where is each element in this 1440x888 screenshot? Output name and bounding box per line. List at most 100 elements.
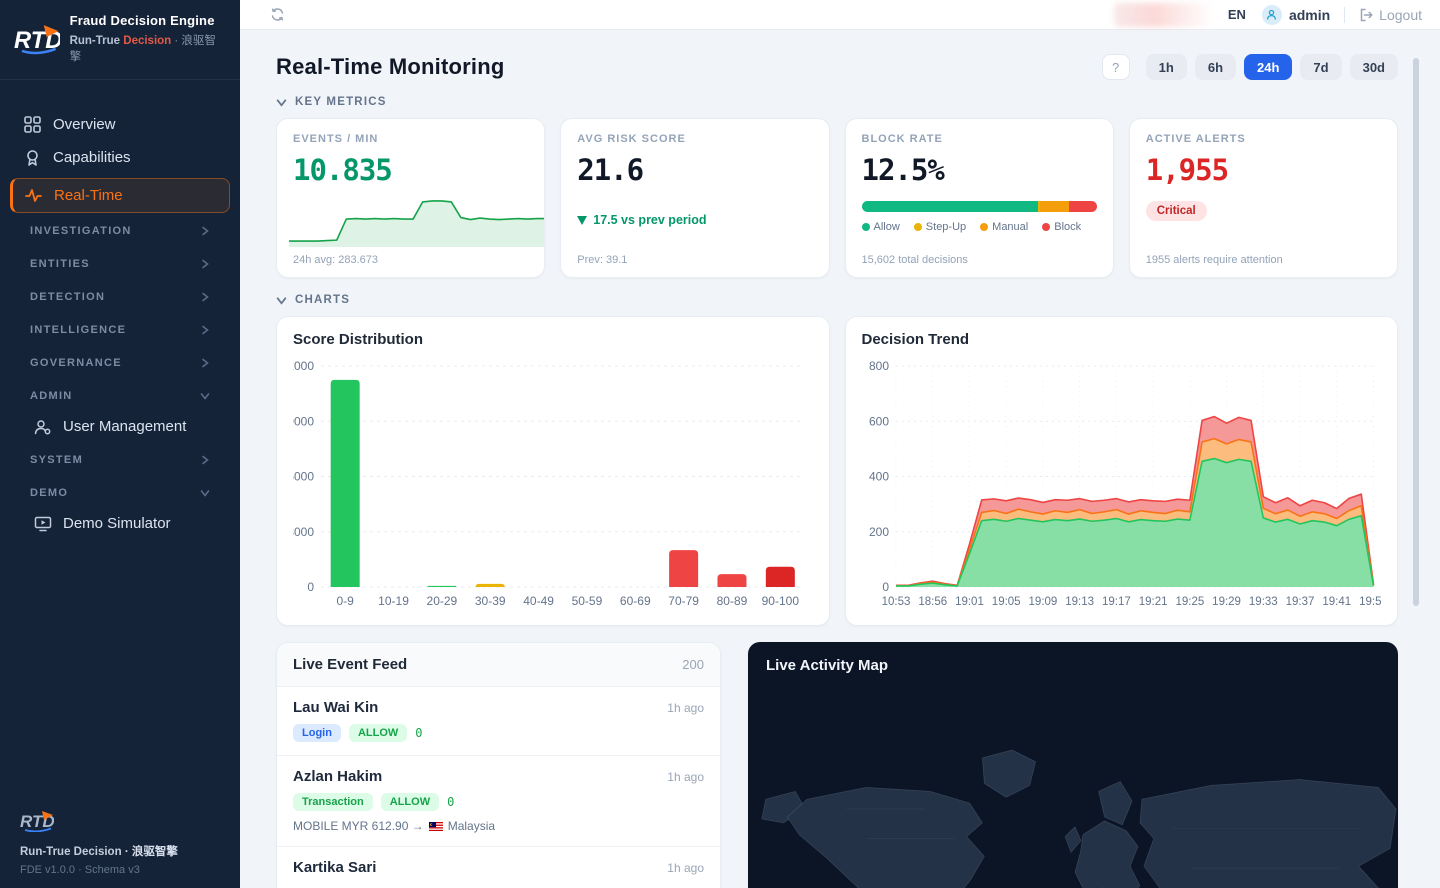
legend-dot bbox=[913, 223, 922, 231]
scrollbar[interactable] bbox=[1413, 58, 1419, 606]
metric-card-risk: AVG RISK SCORE 21.6 17.5 vs prev period … bbox=[560, 118, 830, 278]
svg-text:19:21: 19:21 bbox=[1138, 596, 1167, 608]
charts-toggle[interactable]: CHARTS bbox=[276, 294, 1398, 306]
sidebar-section-governance[interactable]: GOVERNANCE bbox=[10, 348, 230, 378]
user-avatar[interactable] bbox=[1261, 4, 1282, 25]
footer-version: FDE v1.0.0 · Schema v3 bbox=[20, 864, 140, 876]
event-time: 1h ago bbox=[667, 770, 704, 784]
svg-text:19:25: 19:25 bbox=[1175, 596, 1204, 608]
svg-text:200: 200 bbox=[868, 525, 888, 539]
metric-value: 10.835 bbox=[293, 153, 393, 187]
brand-title: Fraud Decision Engine bbox=[69, 13, 215, 28]
svg-text:12000: 12000 bbox=[293, 359, 314, 373]
section-header-label: KEY METRICS bbox=[295, 96, 387, 108]
section-label: GOVERNANCE bbox=[30, 357, 122, 369]
chevron-right-icon bbox=[202, 325, 209, 335]
metric-card-events: EVENTS / MIN 10.835 24h avg: 283.673 bbox=[276, 118, 546, 278]
event-name: Azlan Hakim bbox=[293, 768, 383, 785]
event-name: Kartika Sari bbox=[293, 859, 377, 876]
range-1h[interactable]: 1h bbox=[1145, 54, 1187, 80]
section-label: ADMIN bbox=[30, 390, 73, 402]
svg-text:0-9: 0-9 bbox=[337, 594, 355, 608]
logout-button[interactable]: Logout bbox=[1359, 7, 1422, 23]
sidebar-item-real-time[interactable]: Real-Time bbox=[10, 178, 230, 213]
event-decision-badge: ALLOW bbox=[348, 724, 408, 742]
metric-card-block-rate: BLOCK RATE 12.5% Allow Step-Up Manual Block… bbox=[844, 118, 1114, 278]
activity-icon bbox=[25, 189, 42, 202]
svg-text:400: 400 bbox=[868, 470, 888, 484]
legend-label: Allow bbox=[873, 221, 900, 233]
sidebar-item-demo-simulator[interactable]: Demo Simulator bbox=[10, 508, 230, 539]
live-activity-map-card: Live Activity Map bbox=[748, 642, 1398, 888]
sidebar-item-overview[interactable]: Overview bbox=[10, 108, 230, 141]
event-score: 0 bbox=[415, 726, 423, 740]
stackbar-segment bbox=[1068, 201, 1097, 212]
chart-title: Score Distribution bbox=[293, 331, 424, 348]
svg-text:19:05: 19:05 bbox=[991, 596, 1020, 608]
metric-label: AVG RISK SCORE bbox=[577, 133, 686, 145]
sidebar-item-label: Demo Simulator bbox=[63, 515, 171, 532]
legend-dot bbox=[980, 223, 989, 231]
feed-item[interactable]: Azlan Hakim 1h ago Transaction ALLOW 0 M… bbox=[277, 756, 720, 847]
event-decision-badge: ALLOW bbox=[380, 793, 440, 811]
critical-badge: Critical bbox=[1145, 201, 1207, 221]
logout-icon bbox=[1360, 8, 1373, 21]
svg-text:10:53: 10:53 bbox=[881, 596, 910, 608]
legend-item: Allow bbox=[861, 221, 900, 233]
event-type-badge: Transaction bbox=[293, 793, 373, 811]
chevron-down-icon bbox=[200, 393, 210, 400]
sidebar-item-user-management[interactable]: User Management bbox=[10, 411, 230, 442]
svg-text:20-29: 20-29 bbox=[427, 594, 458, 608]
feed-item[interactable]: Kartika Sari 1h ago bbox=[277, 847, 720, 888]
legend-dot bbox=[861, 223, 870, 231]
metric-label: BLOCK RATE bbox=[861, 133, 943, 145]
legend-label: Step-Up bbox=[925, 221, 967, 233]
range-6h[interactable]: 6h bbox=[1194, 54, 1237, 80]
footer-brand-name: Run-True Decision bbox=[20, 846, 122, 858]
chevron-down-icon bbox=[200, 490, 210, 497]
svg-text:6000: 6000 bbox=[293, 470, 314, 484]
event-detail: MOBILE MYR 612.90 → Malaysia bbox=[293, 819, 704, 833]
metric-footer: 24h avg: 283.673 bbox=[293, 254, 379, 266]
sidebar-section-admin[interactable]: ADMIN bbox=[10, 381, 230, 411]
event-detail-country: Malaysia bbox=[447, 819, 496, 833]
score-distribution-chart: 0 3000 6000 9000 12000 0-9 10-19 20-29 30-39 40-4… bbox=[293, 359, 805, 608]
svg-text:40-49: 40-49 bbox=[523, 594, 554, 608]
username[interactable]: admin bbox=[1288, 6, 1331, 23]
language-switch[interactable]: EN bbox=[1227, 7, 1246, 22]
svg-text:19:37: 19:37 bbox=[1285, 596, 1314, 608]
key-metrics-toggle[interactable]: KEY METRICS bbox=[276, 96, 1398, 108]
loading-button[interactable]: ? bbox=[1101, 54, 1130, 80]
refresh-icon[interactable] bbox=[270, 7, 285, 22]
legend-label: Manual bbox=[992, 221, 1029, 233]
event-score: 0 bbox=[447, 795, 455, 809]
event-time: 1h ago bbox=[667, 861, 704, 875]
risk-delta: 17.5 vs prev period bbox=[577, 213, 812, 227]
sidebar-item-capabilities[interactable]: Capabilities bbox=[10, 141, 230, 174]
chevron-down-icon bbox=[276, 98, 287, 107]
svg-text:800: 800 bbox=[868, 359, 888, 373]
sidebar-section-system[interactable]: SYSTEM bbox=[10, 445, 230, 475]
sidebar-section-intelligence[interactable]: INTELLIGENCE bbox=[10, 315, 230, 345]
award-icon bbox=[27, 150, 38, 166]
svg-text:19:41: 19:41 bbox=[1322, 596, 1351, 608]
svg-text:0: 0 bbox=[882, 580, 889, 594]
sidebar-section-detection[interactable]: DETECTION bbox=[10, 282, 230, 312]
footer-brand-line: Run-True Decision · 浪驱智擎 bbox=[20, 843, 178, 859]
svg-text:19:09: 19:09 bbox=[1028, 596, 1057, 608]
time-range-group: ? 1h 6h 24h 7d 30d bbox=[1101, 54, 1398, 80]
range-30d[interactable]: 30d bbox=[1349, 54, 1398, 80]
range-7d[interactable]: 7d bbox=[1300, 54, 1342, 80]
sidebar-section-investigation[interactable]: INVESTIGATION bbox=[10, 216, 230, 246]
feed-count: 200 bbox=[682, 657, 704, 672]
topbar: EN admin Logout bbox=[240, 0, 1440, 30]
metric-footer: Prev: 39.1 bbox=[577, 254, 628, 266]
svg-text:19:33: 19:33 bbox=[1248, 596, 1277, 608]
event-type-badge: Login bbox=[293, 724, 341, 742]
feed-item[interactable]: Lau Wai Kin 1h ago Login ALLOW 0 bbox=[277, 687, 720, 756]
section-label: INVESTIGATION bbox=[30, 225, 132, 237]
range-24h[interactable]: 24h bbox=[1244, 54, 1293, 80]
brand-subtitle: Run-True Decision · 浪驱智擎 bbox=[70, 32, 226, 64]
sidebar-section-entities[interactable]: ENTITIES bbox=[10, 249, 230, 279]
sidebar-section-demo[interactable]: DEMO bbox=[10, 478, 230, 508]
